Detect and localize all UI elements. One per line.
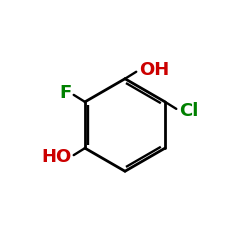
Text: OH: OH xyxy=(139,61,169,79)
Text: HO: HO xyxy=(41,148,71,166)
Text: F: F xyxy=(59,84,71,102)
Text: Cl: Cl xyxy=(179,102,198,120)
